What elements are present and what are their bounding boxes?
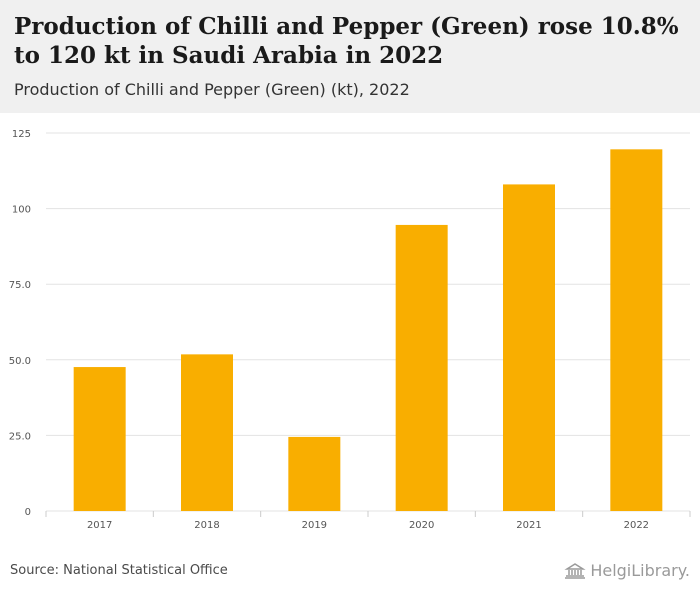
bar-2022 [610, 149, 663, 512]
chart-title: Production of Chilli and Pepper (Green) … [14, 13, 679, 69]
brand-logo: HelgiLibrary. [564, 561, 690, 580]
bar-2017 [73, 367, 126, 511]
source-note: Source: National Statistical Office [10, 563, 228, 578]
chart-subtitle: Production of Chilli and Pepper (Green) … [14, 80, 410, 99]
bar-2018 [181, 354, 233, 511]
x-tick-label: 2017 [87, 520, 112, 531]
y-tick-label: 75.0 [9, 280, 31, 291]
bar-2019 [288, 436, 341, 511]
x-tick-label: 2019 [302, 520, 327, 531]
x-tick-label: 2020 [409, 520, 434, 531]
brand-name: HelgiLibrary. [590, 561, 690, 580]
bar-chart: 0 25.0 50.0 75.0 100 125 2017 2018 2019 2020 2021 2… [9, 129, 691, 531]
y-tick-label: 0 [25, 507, 31, 518]
bar-2020 [395, 224, 448, 511]
library-building-icon [564, 562, 586, 579]
y-tick-label: 50.0 [9, 356, 31, 367]
y-tick-label: 100 [12, 205, 31, 216]
x-tick-label: 2018 [194, 520, 219, 531]
y-tick-label: 25.0 [9, 431, 31, 442]
y-tick-label: 125 [12, 129, 31, 140]
chart-header: Production of Chilli and Pepper (Green) … [0, 0, 700, 113]
bar-2021 [503, 184, 555, 511]
x-tick-label: 2021 [516, 520, 541, 531]
x-tick-label: 2022 [624, 520, 649, 531]
